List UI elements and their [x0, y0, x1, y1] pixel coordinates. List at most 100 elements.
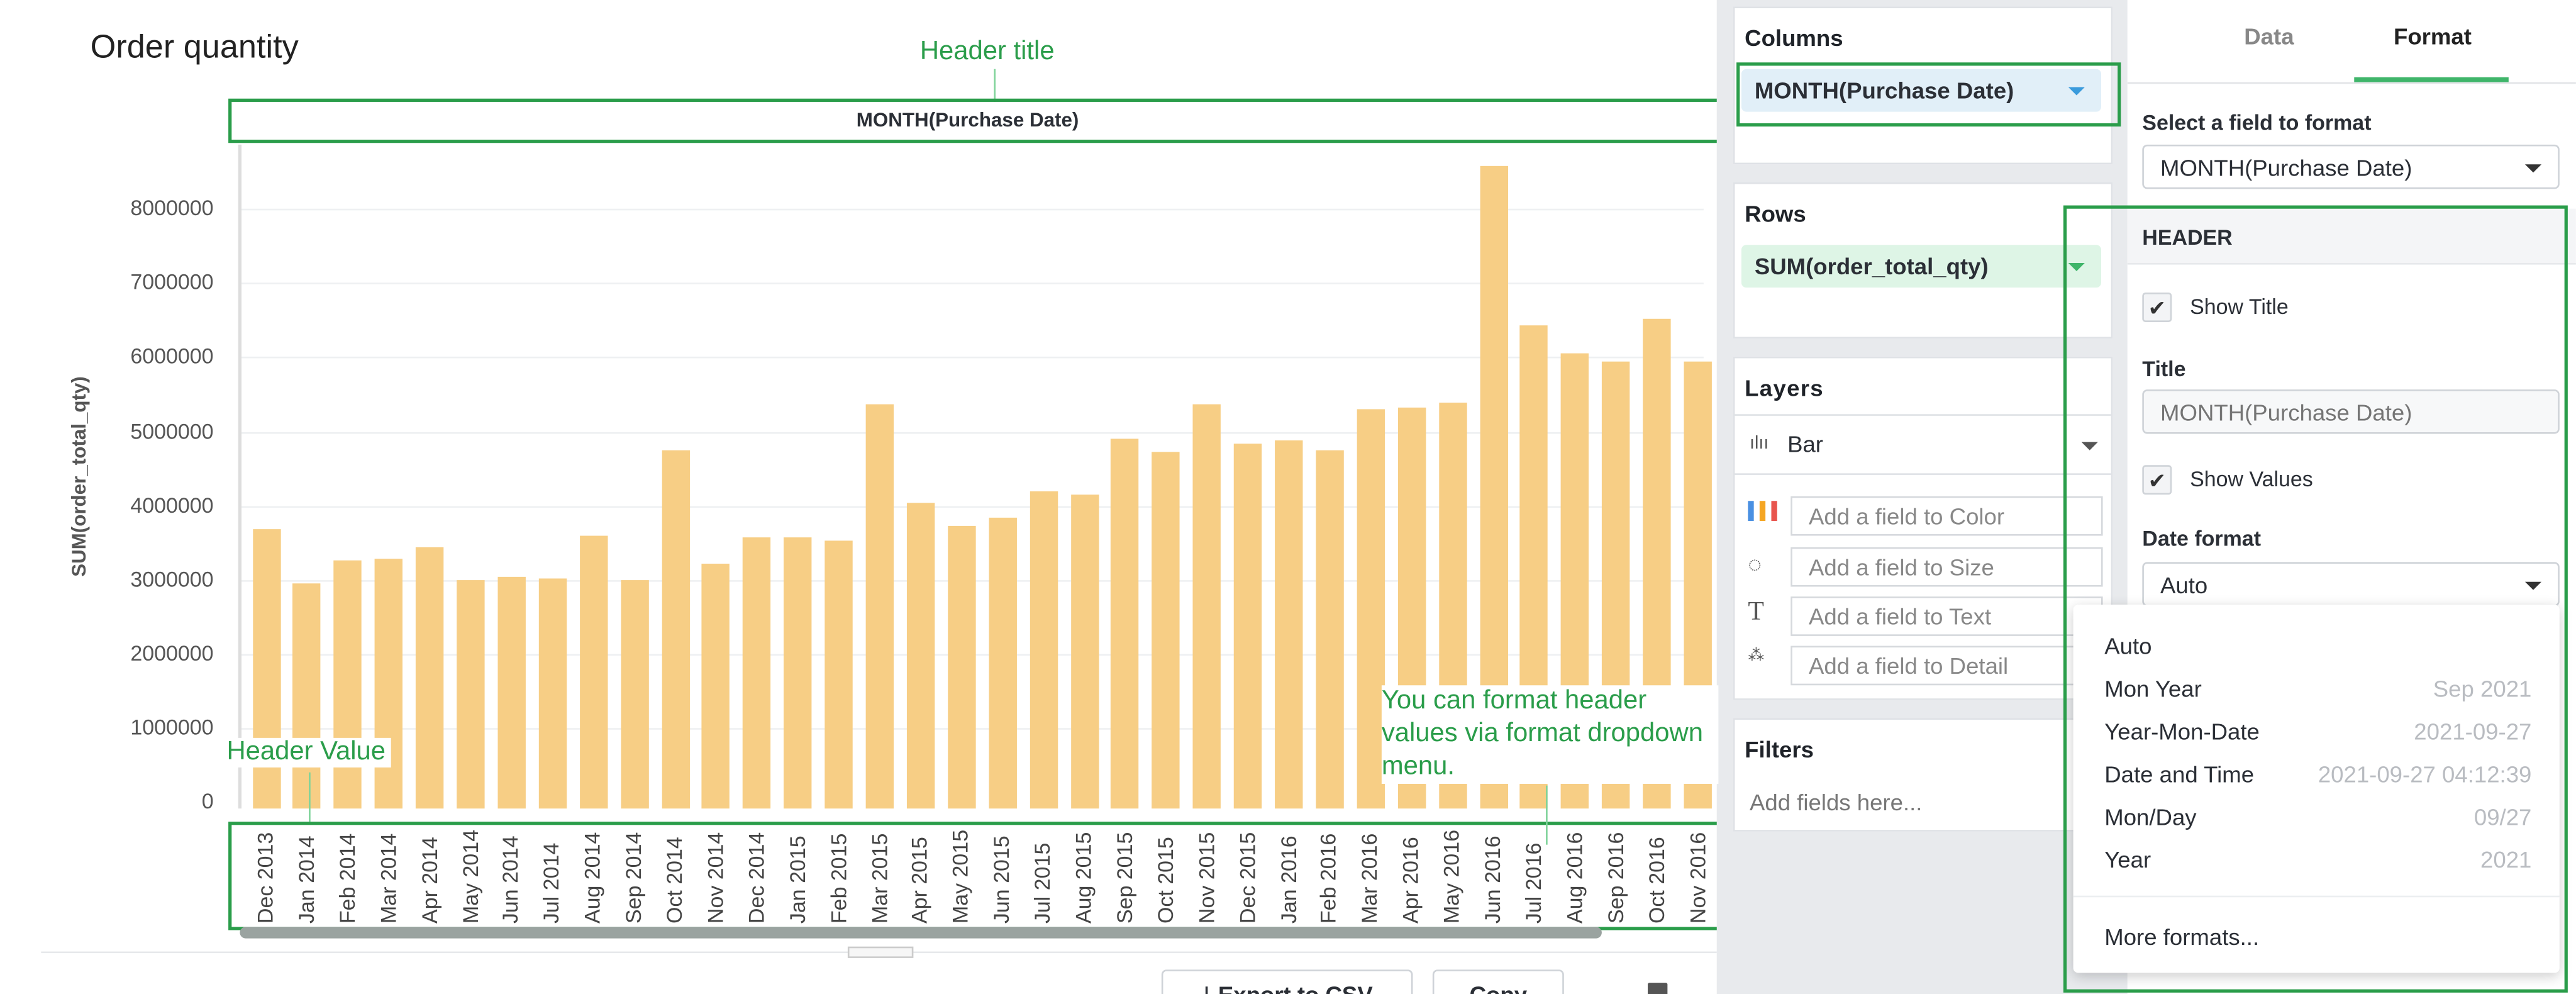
y-tick-label: 4000000	[130, 492, 214, 517]
annotation-format-note: You can format header values via format …	[1381, 685, 1719, 785]
grid-line	[241, 283, 1704, 285]
select-field-label: Select a field to format	[2142, 110, 2372, 135]
bar[interactable]	[784, 538, 812, 809]
resize-handle[interactable]	[847, 946, 914, 958]
menu-item[interactable]: Year-Mon-Date 2021-09-27	[2104, 718, 2531, 745]
header-section-title: HEADER	[2142, 225, 2233, 250]
show-values-label: Show Values	[2190, 466, 2313, 492]
bar[interactable]	[497, 577, 526, 809]
bar[interactable]	[1275, 441, 1303, 809]
show-title-checkbox[interactable]: ✔	[2142, 292, 2172, 322]
bar[interactable]	[375, 558, 403, 809]
size-icon: ◌	[1748, 550, 1762, 577]
chevron-down-icon[interactable]	[2068, 262, 2085, 272]
header-values-box	[228, 822, 1722, 930]
bar[interactable]	[538, 579, 567, 809]
bar[interactable]	[1111, 439, 1140, 809]
chart-title: Order quantity	[90, 30, 299, 66]
menu-item-label: Date and Time	[2104, 761, 2255, 788]
tab-data[interactable]: Data	[2244, 23, 2294, 50]
rows-shelf: Rows SUM(order_total_qty)	[1733, 182, 2113, 339]
columns-title: Columns	[1745, 25, 1843, 51]
menu-item[interactable]: Auto	[2104, 633, 2531, 659]
filters-title: Filters	[1745, 736, 1814, 763]
y-tick-label: 5000000	[130, 418, 214, 443]
detail-field-input[interactable]: Add a field to Detail	[1790, 645, 2103, 686]
bar-chart-icon: ılıı	[1749, 433, 1769, 454]
filters-drop-zone[interactable]: Add fields here...	[1749, 788, 1923, 815]
annotation-header-value: Header Value	[226, 737, 391, 768]
menu-item-example: 2021	[2480, 846, 2532, 873]
columns-field-pill[interactable]: MONTH(Purchase Date)	[1741, 69, 2102, 112]
menu-item-example: 2021-09-27	[2414, 718, 2532, 745]
save-icon[interactable]	[1648, 983, 1668, 994]
color-field-input[interactable]: Add a field to Color	[1790, 496, 2103, 536]
bar[interactable]	[1070, 494, 1099, 809]
annotation-line	[1546, 785, 1548, 845]
tab-underline	[2354, 77, 2509, 82]
y-axis-line	[238, 144, 242, 809]
header-section	[2127, 208, 2576, 265]
menu-item[interactable]: Date and Time 2021-09-27 04:12:39	[2104, 761, 2531, 787]
layers-shelf: Layers ılıı Bar ▌▌▌ Add a field to Color…	[1733, 356, 2113, 700]
bar[interactable]	[334, 559, 362, 809]
menu-item-more-formats[interactable]: More formats...	[2104, 924, 2260, 950]
menu-item-label: Mon/Day	[2104, 803, 2197, 830]
bar[interactable]	[1152, 452, 1180, 809]
size-field-input[interactable]: Add a field to Size	[1790, 547, 2103, 587]
chevron-down-icon	[2524, 164, 2542, 173]
bar[interactable]	[1234, 443, 1262, 809]
show-values-checkbox[interactable]: ✔	[2142, 465, 2172, 495]
select-field-dropdown[interactable]: MONTH(Purchase Date)	[2142, 144, 2560, 189]
y-tick-label: 6000000	[130, 343, 214, 369]
menu-item[interactable]: Mon/Day 09/27	[2104, 803, 2531, 830]
bar[interactable]	[579, 535, 608, 809]
menu-separator	[2073, 895, 2560, 898]
bar[interactable]	[865, 405, 894, 809]
bar[interactable]	[457, 579, 485, 809]
bar[interactable]	[743, 536, 771, 809]
bar[interactable]	[824, 540, 853, 809]
y-axis-label: SUM(order_total_qty)	[67, 376, 91, 577]
color-icon: ▌▌▌	[1748, 503, 1783, 522]
chevron-down-icon	[2524, 581, 2542, 590]
menu-item[interactable]: Year 2021	[2104, 846, 2531, 873]
menu-item-example: 2021-09-27 04:12:39	[2318, 761, 2532, 788]
bar[interactable]	[1316, 450, 1344, 809]
title-input[interactable]	[2142, 389, 2560, 434]
y-tick-label: 7000000	[130, 270, 214, 295]
rows-title: Rows	[1745, 200, 1806, 227]
grid-line	[241, 505, 1704, 508]
bar[interactable]	[1029, 491, 1058, 809]
export-csv-button[interactable]: ⤓ Export to CSV	[1161, 969, 1413, 994]
show-title-label: Show Title	[2190, 294, 2289, 319]
header-title[interactable]: MONTH(Purchase Date)	[856, 108, 1079, 131]
bar[interactable]	[620, 579, 648, 809]
bar[interactable]	[988, 518, 1017, 809]
bar[interactable]	[947, 526, 976, 809]
bar[interactable]	[1192, 405, 1221, 809]
menu-item[interactable]: Mon Year Sep 2021	[2104, 676, 2531, 702]
horizontal-scrollbar[interactable]	[240, 927, 1602, 939]
rows-field-pill[interactable]: SUM(order_total_qty)	[1741, 245, 2102, 288]
title-label: Title	[2142, 356, 2186, 382]
tab-format[interactable]: Format	[2393, 23, 2472, 50]
menu-item-example: Sep 2021	[2433, 675, 2532, 702]
layer-type-select[interactable]: ılıı Bar	[1735, 416, 2111, 475]
bar[interactable]	[906, 503, 935, 809]
text-field-input[interactable]: Add a field to Text	[1790, 596, 2103, 636]
header-format-highlight-box	[2063, 205, 2568, 993]
bar[interactable]	[416, 547, 444, 809]
bar[interactable]	[702, 563, 730, 809]
layers-title: Layers	[1745, 374, 1824, 401]
date-format-label: Date format	[2142, 525, 2262, 551]
menu-item-label: Year	[2104, 846, 2151, 873]
chevron-down-icon[interactable]	[2068, 87, 2085, 96]
bar[interactable]	[292, 583, 321, 809]
y-tick-label: 3000000	[130, 566, 214, 591]
columns-shelf: Columns MONTH(Purchase Date)	[1733, 6, 2113, 165]
bar[interactable]	[661, 450, 689, 809]
date-format-menu	[2073, 605, 2560, 973]
bar[interactable]	[1357, 409, 1385, 809]
copy-button[interactable]: Copy	[1432, 969, 1564, 994]
